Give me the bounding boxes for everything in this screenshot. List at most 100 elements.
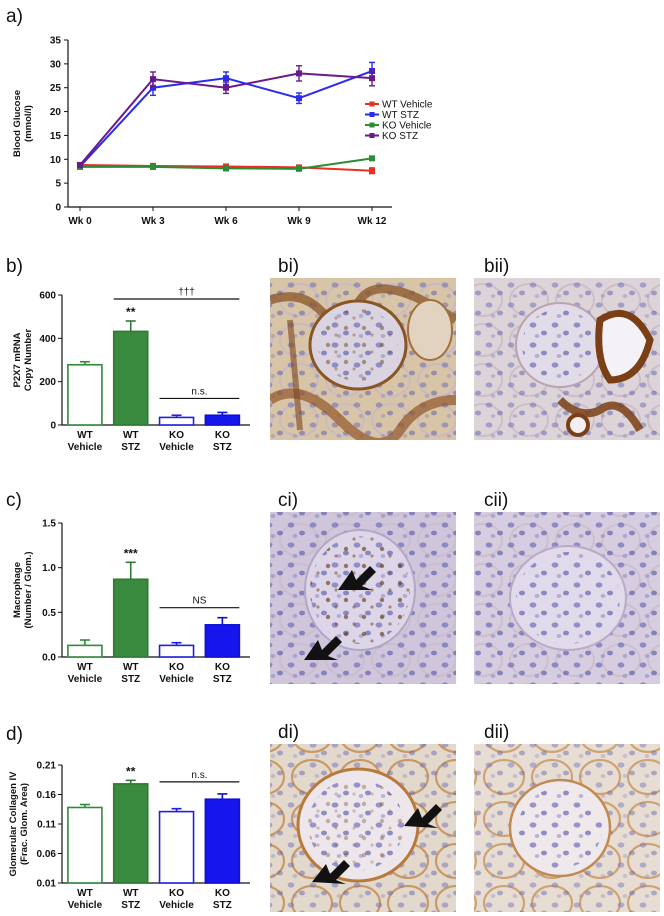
panel-label: c) (6, 490, 22, 511)
bar-ko-stz (204, 616, 241, 658)
x-category-label: Vehicle (159, 674, 194, 685)
significance-star: ** (126, 305, 136, 319)
micrograph-label: ci) (278, 490, 298, 511)
data-point (223, 84, 229, 91)
y-tick-label: 0.11 (37, 820, 56, 831)
y-tick-label: 1.0 (42, 563, 56, 574)
bar-wt-vehicle (67, 803, 103, 884)
y-tick-label: 0 (55, 203, 61, 214)
x-category-label: KO (169, 662, 184, 673)
y-tick-label: 20 (50, 107, 62, 118)
significance-star: *** (124, 546, 138, 560)
micrograph-di: di) (270, 722, 456, 912)
micrograph-label: di) (278, 722, 299, 743)
comparison-label: ††† (178, 287, 195, 298)
x-tick-label: Wk 6 (214, 216, 238, 227)
x-category-label: WT (123, 662, 139, 673)
micrograph-bii: bii) (474, 256, 660, 440)
bar (67, 806, 103, 884)
y-axis-label: Macrophage(Number / Glom.) (12, 551, 34, 628)
bar-ko-vehicle (158, 641, 195, 658)
micrograph-label: bi) (278, 256, 299, 277)
bar-wt-stz (112, 561, 149, 658)
y-tick-label: 0 (50, 421, 56, 432)
y-tick-label: 200 (39, 377, 56, 388)
micrograph-cii: cii) (474, 490, 660, 684)
bar-ko-stz (204, 793, 241, 884)
data-point (296, 95, 302, 102)
macrophage-bar-chart: c) 0.0 0.5 1.0 1.5 Macrophage(Number / Glom.)… (6, 490, 250, 685)
data-point (150, 84, 156, 91)
bar-wt-vehicle (67, 639, 103, 658)
comparison-label: NS (193, 596, 207, 607)
x-category-label: KO (169, 888, 184, 899)
x-tick-label: Wk 3 (141, 216, 165, 227)
y-axis-label: Glomerular Collagen IV(Frac. Glom. Area) (8, 771, 30, 877)
micrograph-label: cii) (484, 490, 508, 511)
bar-ko-vehicle (158, 414, 195, 426)
y-tick-label: 0.5 (42, 608, 56, 619)
y-tick-label: 400 (39, 334, 56, 345)
data-point (223, 75, 229, 82)
x-category-label: KO (215, 430, 230, 441)
data-point (77, 162, 83, 169)
x-category-label: WT (77, 888, 93, 899)
legend-entry: WT STZ (382, 110, 419, 121)
micrograph-bi: bi) (270, 256, 456, 440)
bar (67, 644, 103, 658)
x-category-label: WT (77, 662, 93, 673)
y-tick-label: 0.0 (42, 653, 56, 664)
x-category-label: Vehicle (68, 442, 103, 453)
p2x7-bar-chart: b) 0 200 400 600 P2X7 mRNACopy Number WT Vehicl… (6, 256, 250, 453)
bar (158, 810, 195, 884)
data-point (223, 165, 229, 172)
comparison-label: n.s. (191, 770, 207, 781)
data-point (296, 70, 302, 77)
y-tick-label: 0.16 (37, 790, 57, 801)
panel-label: d) (6, 724, 23, 745)
x-category-label: WT (123, 430, 139, 441)
x-category-label: STZ (213, 442, 232, 453)
legend-marker (369, 112, 375, 117)
data-point (150, 76, 156, 83)
bar-ko-stz (204, 411, 241, 426)
y-tick-label: 0.06 (37, 849, 57, 860)
micrograph-dii: dii) (474, 722, 660, 912)
bar-wt-stz (112, 320, 149, 426)
x-category-label: STZ (213, 900, 232, 911)
significance-star: ** (126, 764, 136, 778)
data-point (369, 155, 375, 162)
x-tick-label: Wk 9 (287, 216, 311, 227)
collagen-bar-chart: d) 0.01 0.06 0.11 0.16 0.21 Glomerular Collage… (6, 724, 250, 911)
series-ko-stz (77, 65, 375, 169)
x-category-label: Vehicle (68, 900, 103, 911)
bar (204, 624, 241, 658)
x-category-label: Vehicle (68, 674, 103, 685)
x-category-label: STZ (121, 442, 140, 453)
micrograph-ci: ci) (270, 490, 456, 684)
bar (158, 416, 195, 426)
x-tick-label: Wk 0 (68, 216, 92, 227)
micrograph-label: dii) (484, 722, 509, 743)
y-tick-label: 600 (39, 291, 56, 302)
bar (204, 414, 241, 426)
legend-entry: KO Vehicle (382, 121, 432, 132)
bar (112, 578, 149, 658)
bar (112, 783, 149, 884)
glucose-line-chart: a) 0 5 10 15 20 25 30 35 Wk 0 Wk 3 Wk 6 Wk 9 Wk 12 Blo… (6, 6, 433, 227)
bar (158, 644, 195, 658)
panel-label: b) (6, 256, 23, 277)
legend-entry: KO STZ (382, 131, 418, 142)
x-category-label: KO (215, 662, 230, 673)
legend-entry: WT Vehicle (382, 100, 433, 111)
y-tick-label: 25 (50, 83, 62, 94)
y-tick-label: 1.5 (42, 519, 56, 530)
legend-marker (369, 101, 375, 107)
y-tick-label: 0.21 (37, 761, 57, 772)
data-point (150, 163, 156, 170)
y-tick-label: 15 (50, 131, 62, 142)
y-axis-label: P2X7 mRNACopy Number (12, 329, 34, 392)
bar-wt-stz (112, 779, 149, 884)
y-tick-label: 30 (50, 59, 62, 70)
y-tick-label: 10 (50, 155, 62, 166)
